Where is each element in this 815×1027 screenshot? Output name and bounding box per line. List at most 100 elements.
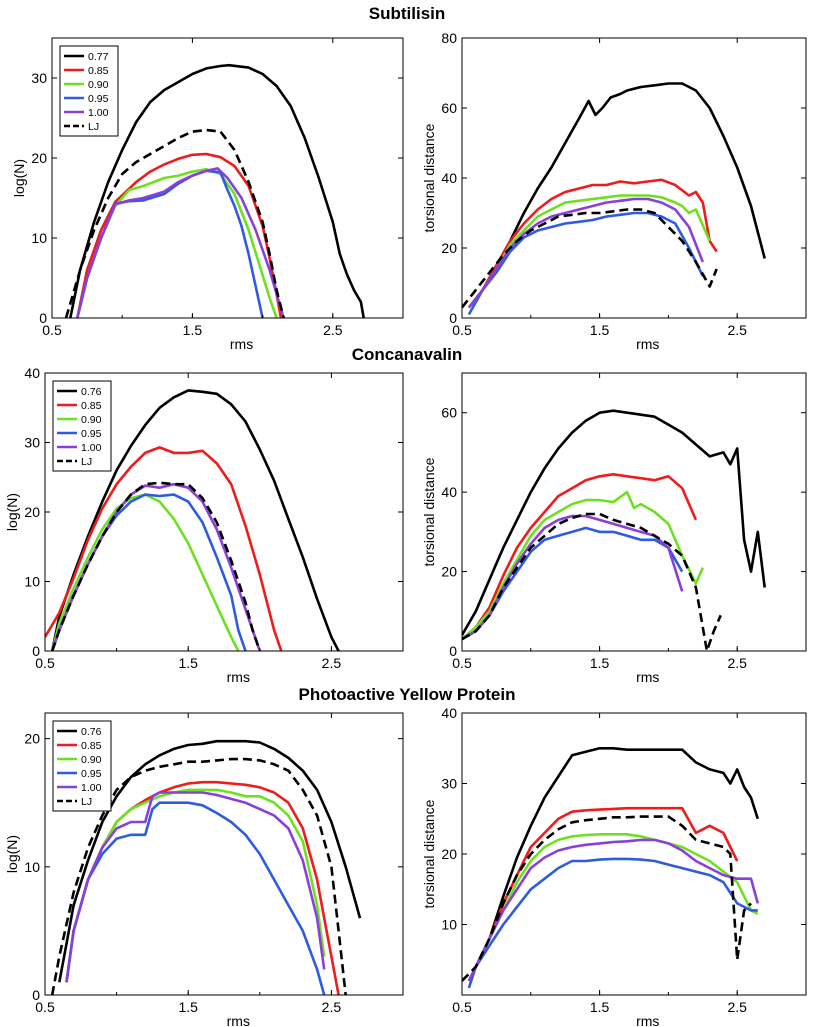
x-axis-label: rms bbox=[227, 669, 250, 685]
series-line-pyp-logN-0_95 bbox=[65, 801, 326, 995]
x-tick-label: 2.5 bbox=[727, 655, 747, 671]
plot-frame bbox=[461, 712, 807, 996]
series-line-concanavalin-torsional-0_76 bbox=[462, 409, 766, 636]
y-tick-label: 40 bbox=[441, 705, 457, 721]
series-line-concanavalin-torsional-0_90 bbox=[462, 490, 704, 641]
legend: 0.76 0.85 0.90 0.95 1.00 LJ bbox=[52, 720, 112, 812]
y-tick-label: 20 bbox=[24, 504, 40, 520]
y-tick-label: 0 bbox=[39, 310, 47, 326]
y-tick-label: 30 bbox=[441, 776, 457, 792]
legend-label: LJ bbox=[81, 456, 92, 468]
y-tick-label: 0 bbox=[32, 987, 40, 1003]
section-title-subtilisin: Subtilisin bbox=[369, 4, 446, 23]
series-line-concanavalin-logN-LJ bbox=[50, 481, 262, 651]
y-tick-label: 30 bbox=[24, 435, 40, 451]
legend-box bbox=[52, 720, 112, 812]
y-axis-label: torsional distance bbox=[421, 457, 437, 566]
series-line-concanavalin-torsional-LJ bbox=[462, 512, 722, 651]
chart-pyp-torsional: 0.5 1.5 2.5 10 20 30 40 rms torsional distance bbox=[421, 705, 807, 1027]
x-tick-label: 0.5 bbox=[452, 655, 472, 671]
chart-pyp-logN: 0.5 1.5 2.5 0 10 20 rms log(N) 0.76 0.85 0.90 0.95 1… bbox=[4, 712, 404, 1027]
y-tick-label: 10 bbox=[24, 574, 40, 590]
series-line-pyp-torsional-0_76 bbox=[467, 746, 760, 982]
x-tick-label: 2.5 bbox=[727, 322, 747, 338]
y-axis-label: log(N) bbox=[4, 493, 20, 531]
x-tick-label: 2.5 bbox=[323, 322, 343, 338]
series-line-subtilisin-torsional-0_90 bbox=[467, 194, 711, 309]
series-line-concanavalin-torsional-0_95 bbox=[462, 526, 684, 641]
chart-concanavalin-logN: 0.5 1.5 2.5010203040rmslog(N)0.760.850.900… bbox=[4, 365, 404, 685]
y-tick-label: 20 bbox=[441, 240, 457, 256]
y-tick-label: 40 bbox=[24, 365, 40, 381]
series-line-subtilisin-logN-1_00 bbox=[76, 167, 285, 318]
y-tick-label: 80 bbox=[441, 30, 457, 46]
series-line-subtilisin-torsional-LJ bbox=[462, 208, 718, 309]
series-line-pyp-torsional-1_00 bbox=[467, 838, 760, 982]
y-axis-label: torsional distance bbox=[421, 123, 437, 232]
legend-label: 0.85 bbox=[88, 65, 109, 77]
legend: 0.77 0.85 0.90 0.95 1.00 LJ bbox=[59, 45, 119, 137]
y-axis-label: log(N) bbox=[4, 835, 20, 873]
legend-label: 0.95 bbox=[88, 93, 109, 105]
y-tick-label: 10 bbox=[24, 859, 40, 875]
section-title-pyp: Photoactive Yellow Protein bbox=[299, 685, 516, 704]
legend-label: 0.90 bbox=[81, 414, 102, 426]
chart-subtilisin-torsional: 0.5 1.5 2.5 0 20 40 60 80 rms torsional distance bbox=[421, 30, 807, 352]
legend-label: 0.95 bbox=[81, 428, 102, 440]
y-tick-label: 0 bbox=[449, 310, 457, 326]
y-tick-label: 10 bbox=[441, 917, 457, 933]
legend-label: 0.85 bbox=[81, 740, 102, 752]
x-axis-label: rms bbox=[636, 1013, 659, 1027]
y-tick-label: 20 bbox=[31, 150, 47, 166]
legend-label: 1.00 bbox=[81, 782, 102, 794]
legend-label: 0.77 bbox=[88, 51, 109, 63]
x-axis-label: rms bbox=[227, 1013, 250, 1027]
y-tick-label: 20 bbox=[24, 731, 40, 747]
legend-label: 0.90 bbox=[81, 754, 102, 766]
y-axis-label: log(N) bbox=[11, 159, 27, 197]
series-line-pyp-logN-LJ bbox=[50, 757, 347, 995]
section-title-concanavalin: Concanavalin bbox=[352, 345, 463, 364]
legend-label: 0.76 bbox=[81, 726, 102, 738]
y-tick-label: 20 bbox=[441, 846, 457, 862]
x-tick-label: 1.5 bbox=[590, 322, 610, 338]
x-tick-label: 2.5 bbox=[322, 655, 342, 671]
y-tick-label: 40 bbox=[441, 170, 457, 186]
legend-box bbox=[59, 45, 119, 137]
x-tick-label: 1.5 bbox=[183, 322, 203, 338]
x-axis-label: rms bbox=[636, 669, 659, 685]
series-line-pyp-torsional-LJ bbox=[462, 815, 752, 982]
legend-label: 1.00 bbox=[88, 107, 109, 119]
x-tick-label: 0.5 bbox=[35, 655, 55, 671]
legend-label: LJ bbox=[81, 796, 92, 808]
legend-label: 0.85 bbox=[81, 400, 102, 412]
legend-box bbox=[52, 380, 112, 472]
x-axis-label: rms bbox=[230, 336, 253, 352]
y-axis-label: torsional distance bbox=[421, 799, 437, 908]
series-line-subtilisin-logN-0_77 bbox=[69, 63, 365, 318]
x-tick-label: 0.5 bbox=[452, 999, 472, 1015]
series-line-subtilisin-torsional-0_95 bbox=[467, 211, 704, 316]
plot-frame bbox=[51, 37, 404, 319]
chart-subtilisin-logN: 0.5 1.5 2.5 0 10 20 30 rms log(N) 0.77 0.85 0.90 0.9… bbox=[11, 37, 404, 352]
plot-frame bbox=[44, 712, 404, 996]
x-tick-label: 0.5 bbox=[35, 999, 55, 1015]
y-tick-label: 20 bbox=[441, 564, 457, 580]
series-line-pyp-torsional-0_90 bbox=[467, 832, 759, 982]
y-tick-label: 40 bbox=[441, 484, 457, 500]
series-line-pyp-logN-1_00 bbox=[65, 791, 326, 983]
y-tick-label: 60 bbox=[441, 405, 457, 421]
x-tick-label: 0.5 bbox=[452, 322, 472, 338]
series-line-concanavalin-torsional-0_85 bbox=[462, 472, 698, 641]
x-tick-label: 1.5 bbox=[590, 655, 610, 671]
x-tick-label: 2.5 bbox=[727, 999, 747, 1015]
y-tick-label: 0 bbox=[32, 643, 40, 659]
plot-frame bbox=[461, 372, 807, 652]
y-tick-label: 0 bbox=[449, 643, 457, 659]
series-line-pyp-torsional-0_95 bbox=[467, 857, 758, 989]
legend-label: 0.95 bbox=[81, 768, 102, 780]
legend: 0.76 0.85 0.90 0.95 1.00 LJ bbox=[52, 380, 112, 472]
series-line-subtilisin-torsional-0_77 bbox=[467, 82, 766, 309]
x-tick-label: 2.5 bbox=[322, 999, 342, 1015]
